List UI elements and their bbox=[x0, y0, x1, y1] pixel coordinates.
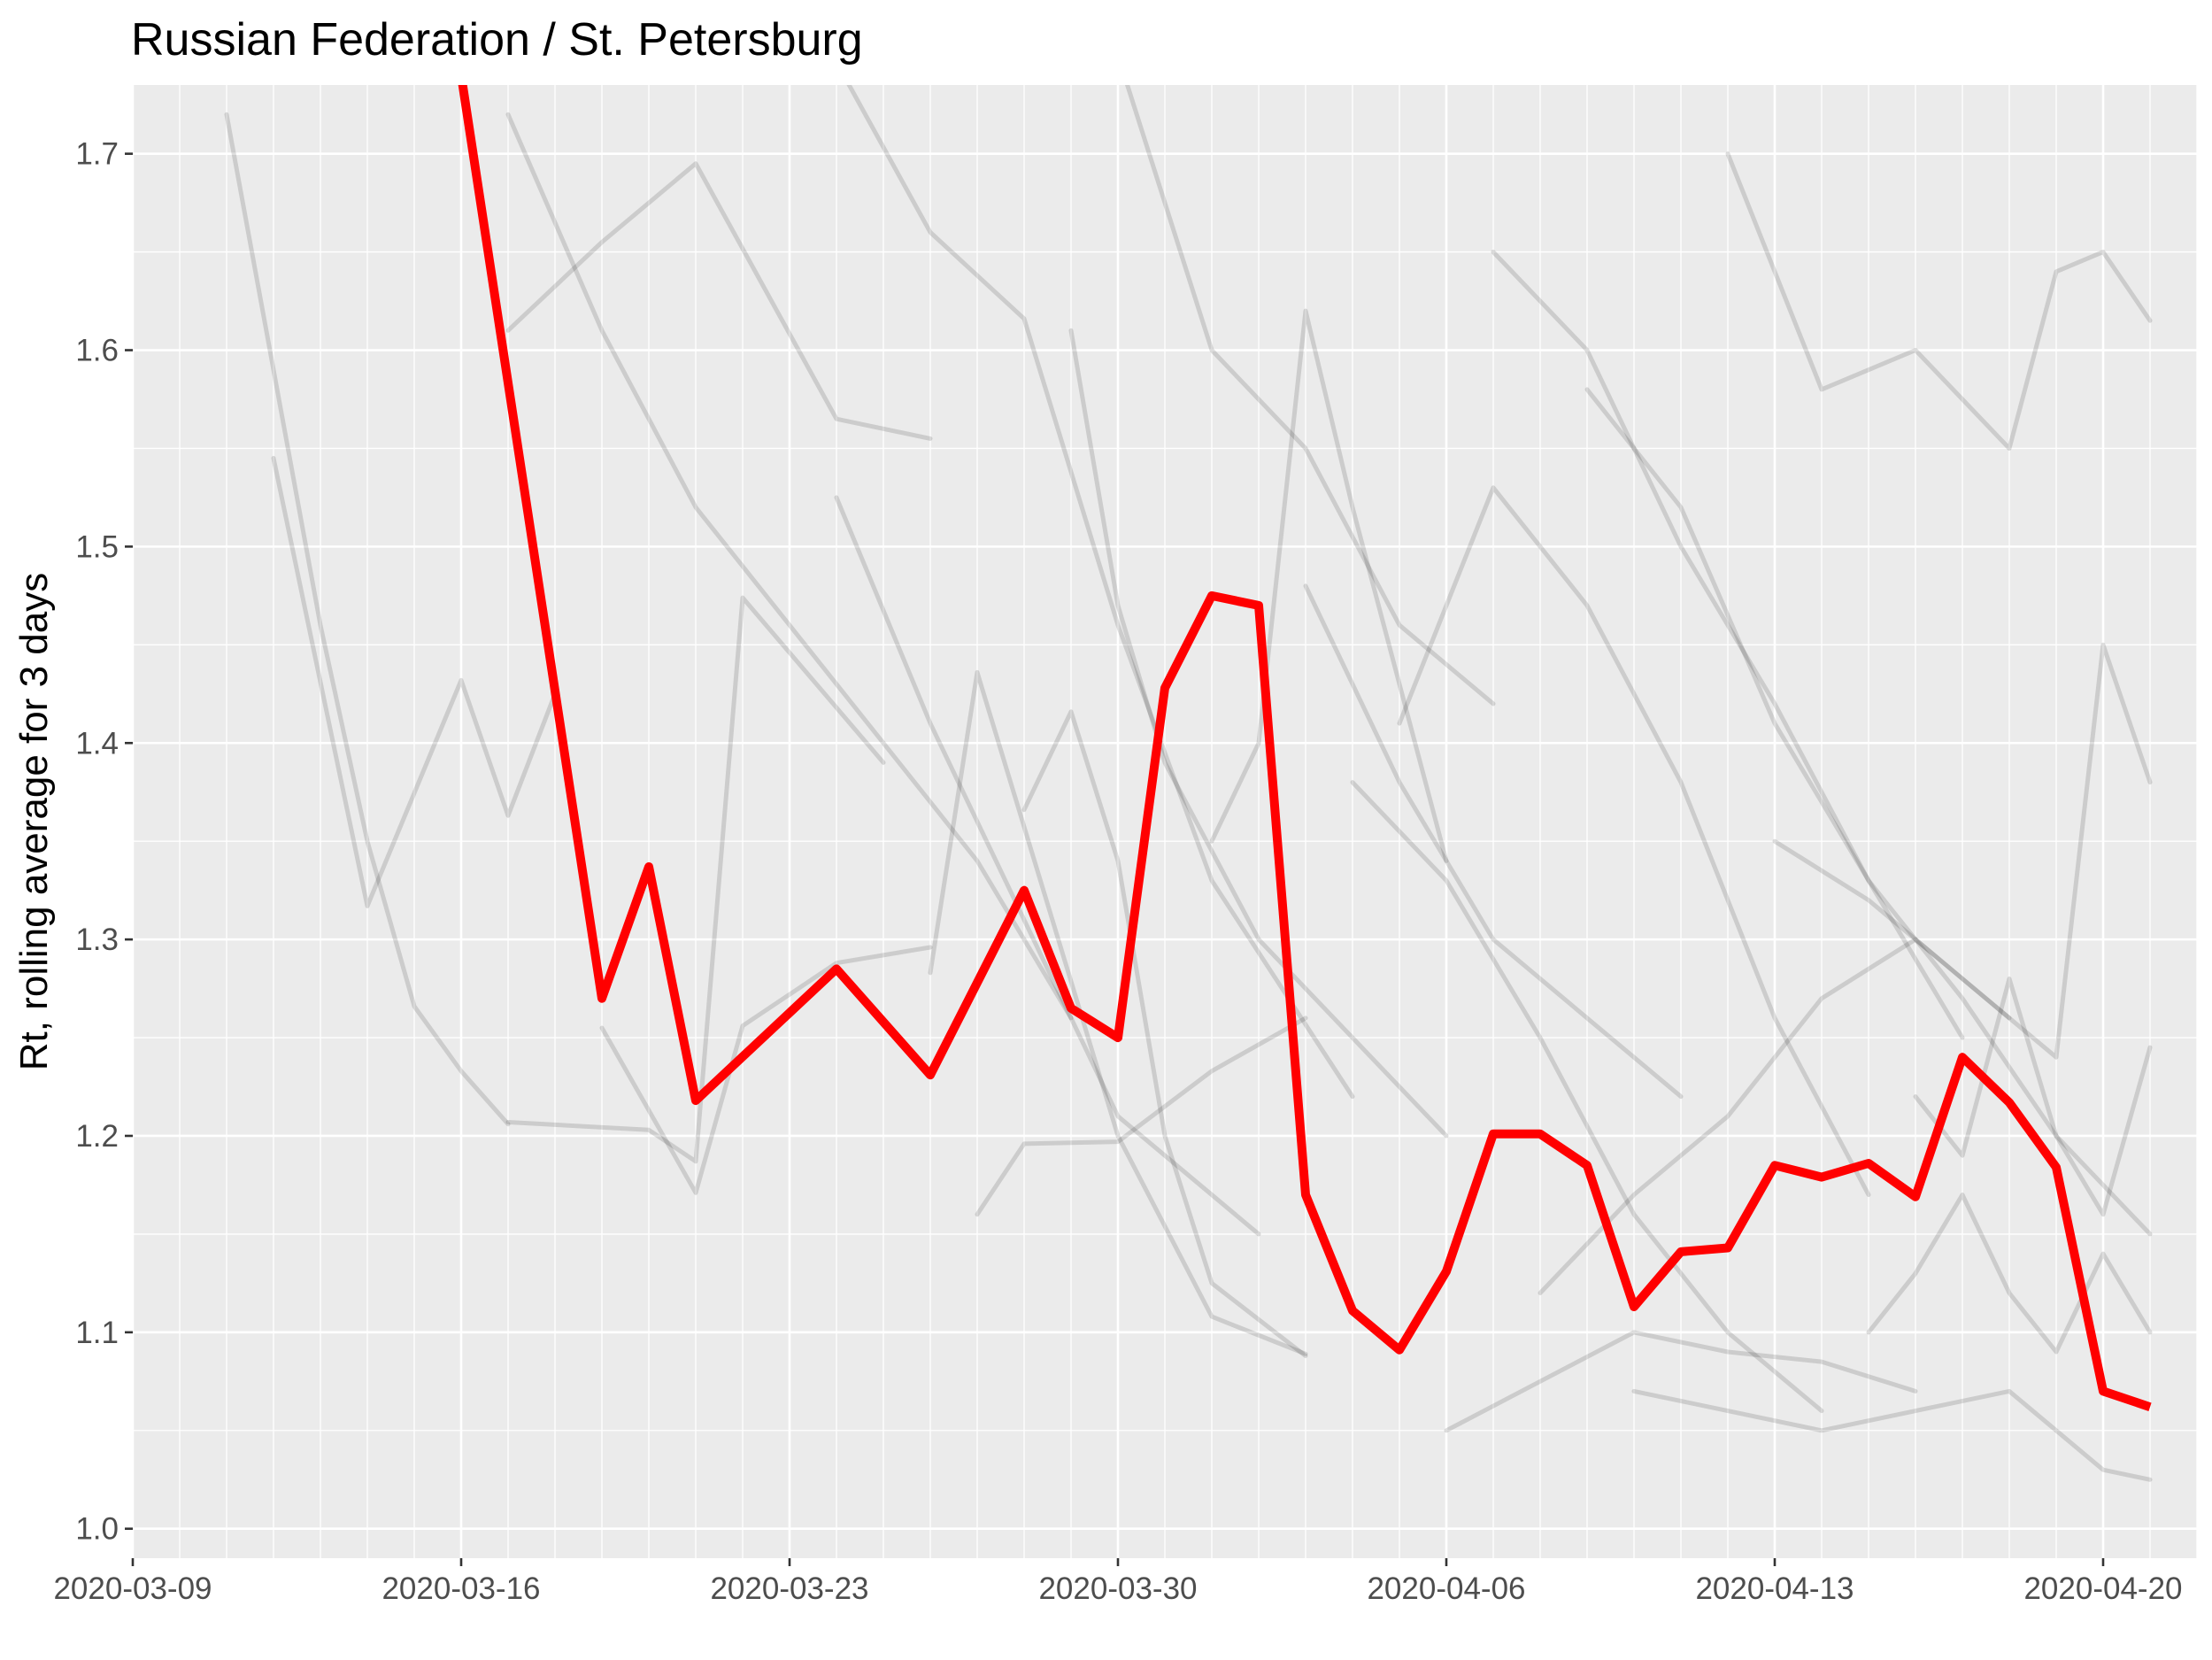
x-tick-label: 2020-03-23 bbox=[710, 1571, 868, 1606]
y-tick-label: 1.6 bbox=[75, 334, 119, 368]
background-series-line bbox=[1584, 387, 2153, 1237]
y-tick-label: 1.7 bbox=[75, 137, 119, 172]
background-series-line bbox=[1538, 937, 2012, 1295]
background-series-line bbox=[271, 456, 558, 908]
y-tick-label: 1.5 bbox=[75, 529, 119, 564]
background-series-line bbox=[1491, 250, 1965, 1040]
background-series-line bbox=[1209, 308, 1449, 863]
background-series-group bbox=[224, 85, 2153, 1482]
background-series-line bbox=[599, 945, 933, 1195]
x-tick-label: 2020-04-13 bbox=[1695, 1571, 1854, 1606]
background-series-line bbox=[1124, 85, 1496, 706]
y-tick-label: 1.4 bbox=[75, 726, 119, 761]
background-series-line bbox=[505, 595, 886, 1164]
background-series-line bbox=[928, 669, 1308, 1356]
x-tick-label: 2020-04-20 bbox=[2023, 1571, 2182, 1606]
background-series-line bbox=[1772, 642, 2153, 1060]
y-tick-label: 1.2 bbox=[75, 1119, 119, 1154]
y-tick-label: 1.0 bbox=[75, 1512, 119, 1547]
x-tick-label: 2020-03-16 bbox=[382, 1571, 540, 1606]
x-axis: 2020-03-09 2020-03-16 2020-03-23 2020-03-30… bbox=[53, 1558, 2183, 1606]
background-series-line bbox=[224, 112, 511, 1127]
background-series-line bbox=[834, 495, 1261, 1237]
major-grid bbox=[131, 85, 2197, 1558]
y-axis: 1.0 1.1 1.2 1.3 1.4 1.5 1.6 1.7 bbox=[75, 137, 133, 1547]
background-series-line bbox=[505, 161, 933, 441]
y-axis-title: Rt, rolling average for 3 days bbox=[12, 573, 56, 1071]
background-series-line bbox=[1021, 709, 1308, 1358]
highlight-series-line bbox=[458, 85, 2152, 1411]
highlight-series-group bbox=[458, 85, 2152, 1411]
x-tick-label: 2020-03-09 bbox=[53, 1571, 212, 1606]
background-series-line bbox=[1303, 583, 1684, 1100]
chart-title: Russian Federation / St. Petersburg bbox=[131, 14, 863, 66]
background-series-line bbox=[1631, 1388, 2153, 1482]
y-tick-label: 1.1 bbox=[75, 1316, 119, 1350]
x-tick-label: 2020-04-06 bbox=[1367, 1571, 1525, 1606]
background-series-line bbox=[846, 85, 1355, 1100]
background-series-line bbox=[1397, 485, 1871, 1197]
background-series-line bbox=[505, 112, 1074, 1021]
y-tick-label: 1.3 bbox=[75, 923, 119, 957]
background-series-line bbox=[975, 1015, 1308, 1217]
background-series-line bbox=[1444, 1330, 1918, 1433]
background-series-line bbox=[1068, 328, 1449, 1139]
background-series-line bbox=[1350, 780, 1824, 1414]
x-tick-label: 2020-03-30 bbox=[1038, 1571, 1197, 1606]
background-series-line bbox=[1725, 151, 2153, 451]
background-series-line bbox=[1913, 977, 2153, 1217]
background-series-line bbox=[1866, 1193, 2153, 1355]
